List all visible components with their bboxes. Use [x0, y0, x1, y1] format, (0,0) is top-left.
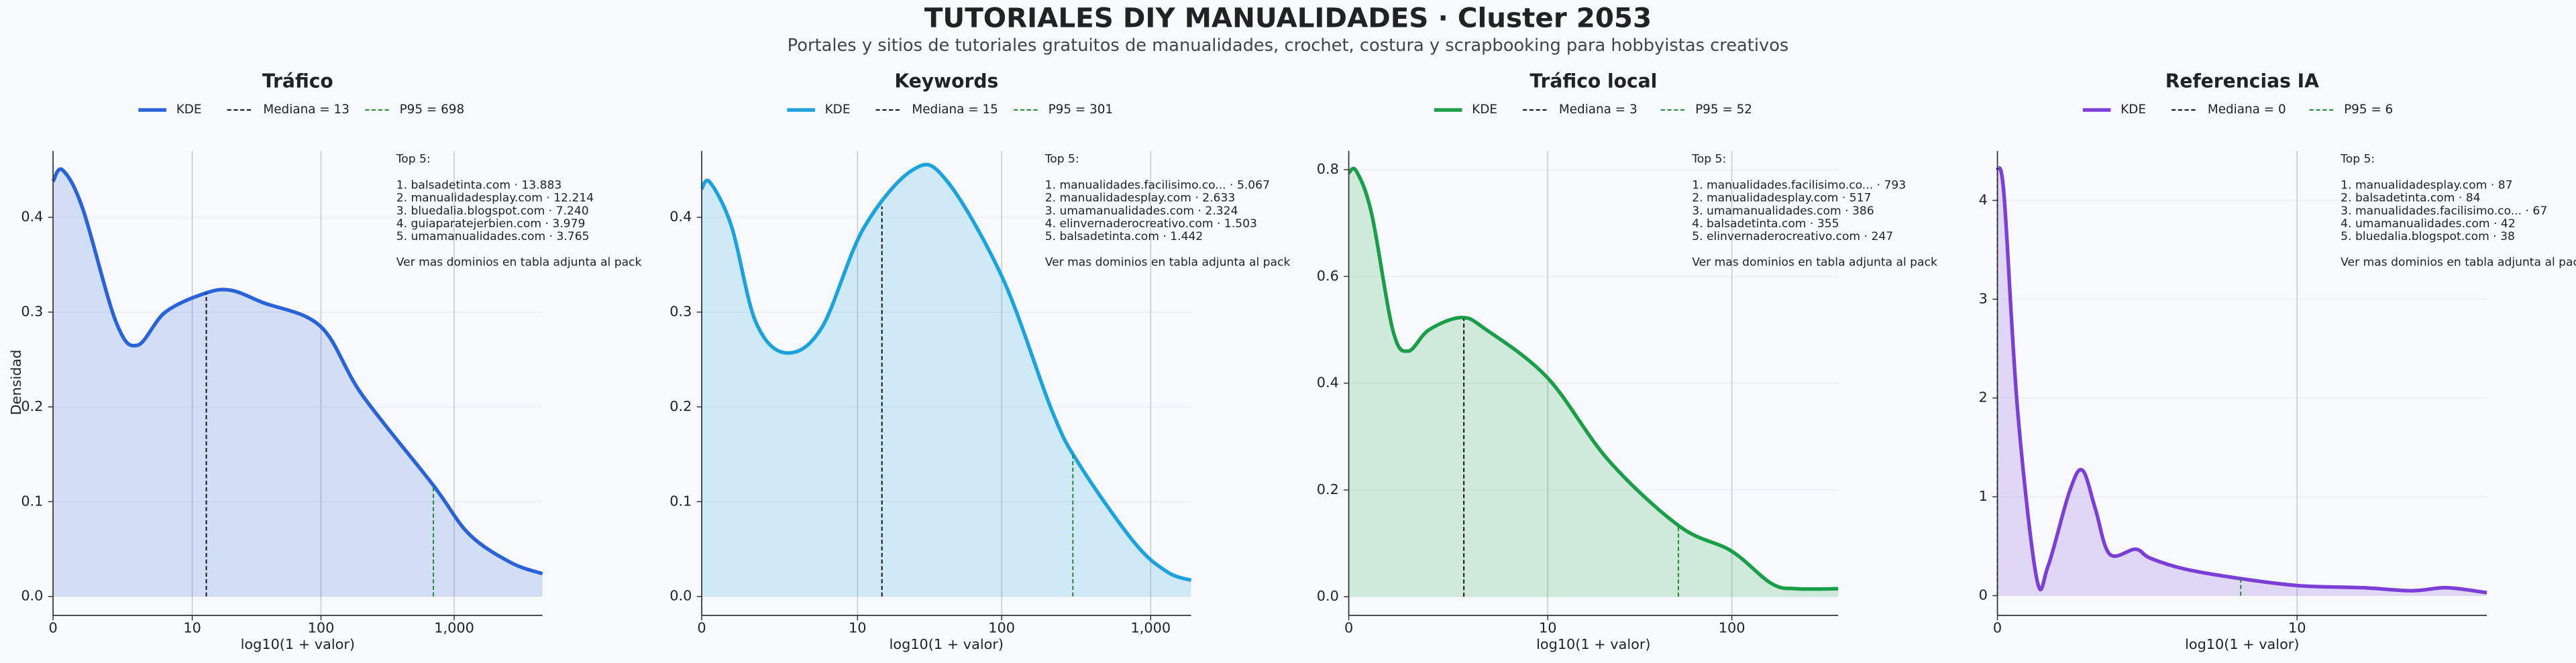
kde-line: [700, 162, 1192, 583]
top-item: 5. bluedalia.blogspot.com · 38: [2341, 230, 2515, 243]
figure-title: TUTORIALES DIY MANUALIDADES · Cluster 20…: [924, 2, 1652, 34]
top-note: Ver mas dominios en tabla adjunta al pac…: [396, 256, 642, 269]
y-tick-label: 0.2: [21, 398, 43, 414]
legend-kde-label: KDE: [2121, 103, 2146, 117]
x-tick-label: 1,000: [434, 620, 474, 636]
legend-median-label: Mediana = 15: [912, 103, 998, 117]
top-item: 2. manualidadesplay.com · 517: [1692, 192, 1871, 205]
x-tick-label: 10: [183, 620, 201, 636]
y-tick-label: 3: [1979, 290, 1988, 306]
kde-line: [1347, 166, 1839, 591]
x-tick-label: 10: [2288, 620, 2306, 636]
legend-p95-label: P95 = 6: [2344, 103, 2393, 117]
x-axis-label: log10(1 + valor): [2185, 636, 2299, 652]
top-title: Top 5:: [1691, 152, 1726, 166]
top-item: 1. manualidades.facilisimo.co... · 5.067: [1045, 179, 1270, 192]
top-item: 3. manualidades.facilisimo.co... · 67: [2341, 204, 2547, 218]
x-tick-label: 0: [697, 620, 706, 636]
x-tick-label: 0: [1344, 620, 1353, 636]
top-item: 1. manualidadesplay.com · 87: [2341, 179, 2512, 192]
x-tick-label: 10: [1539, 620, 1556, 636]
y-tick-label: 0.1: [21, 493, 43, 509]
legend-kde-label: KDE: [176, 103, 202, 117]
y-tick-label: 0.0: [1317, 588, 1339, 604]
legend-median-label: Mediana = 13: [263, 103, 349, 117]
top-title: Top 5:: [1044, 152, 1079, 166]
top-note: Ver mas dominios en tabla adjunta al pac…: [1692, 256, 1937, 269]
x-tick-label: 100: [308, 620, 335, 636]
y-tick-label: 1: [1979, 488, 1988, 504]
legend-median-label: Mediana = 3: [1559, 103, 1638, 117]
y-tick-label: 0.4: [669, 208, 692, 225]
y-tick-label: 0.4: [21, 208, 43, 225]
legend-p95-label: P95 = 301: [1049, 103, 1114, 117]
top-item: 2. manualidadesplay.com · 12.214: [396, 192, 594, 205]
x-tick-label: 1,000: [1131, 620, 1171, 636]
top-note: Ver mas dominios en tabla adjunta al pac…: [2341, 256, 2576, 269]
y-axis-label: Densidad: [8, 350, 24, 416]
top-item: 5. umamanualidades.com · 3.765: [396, 230, 590, 243]
y-tick-label: 2: [1979, 389, 1988, 406]
y-tick-label: 0.0: [21, 588, 43, 604]
top-item: 3. umamanualidades.com · 2.324: [1045, 204, 1238, 218]
y-tick-label: 0.8: [1317, 161, 1339, 177]
top-item: 5. balsadetinta.com · 1.442: [1045, 230, 1203, 243]
y-tick-label: 0: [1979, 587, 1988, 603]
top-title: Top 5:: [396, 152, 431, 166]
y-tick-label: 4: [1979, 192, 1988, 208]
legend-p95-label: P95 = 52: [1695, 103, 1752, 117]
top-item: 2. manualidadesplay.com · 2.633: [1045, 192, 1236, 205]
kde-line: [1995, 166, 2487, 595]
panel-title: Referencias IA: [2165, 70, 2319, 92]
legend-kde-label: KDE: [1472, 103, 1497, 117]
top-item: 3. bluedalia.blogspot.com · 7.240: [396, 204, 589, 218]
legend-kde-label: KDE: [825, 103, 851, 117]
panel-title: Tráfico: [262, 70, 333, 92]
kde-area: [1348, 168, 1839, 597]
kde-area: [702, 164, 1191, 597]
y-tick-label: 0.2: [669, 398, 692, 414]
kde-area: [53, 169, 543, 597]
x-tick-label: 0: [48, 620, 57, 636]
top-item: 4. umamanualidades.com · 42: [2341, 217, 2516, 231]
y-tick-label: 0.3: [21, 304, 43, 320]
kde-line: [51, 167, 543, 576]
top-item: 1. manualidades.facilisimo.co... · 793: [1692, 179, 1906, 192]
legend-median-label: Mediana = 0: [2208, 103, 2286, 117]
y-tick-label: 0.2: [1317, 481, 1339, 497]
x-tick-label: 100: [1719, 620, 1746, 636]
panel-title: Tráfico local: [1529, 70, 1657, 92]
x-axis-label: log10(1 + valor): [890, 636, 1004, 652]
top-item: 4. balsadetinta.com · 355: [1692, 217, 1839, 231]
y-tick-label: 0.6: [1317, 267, 1339, 284]
top-item: 4. elinvernaderocreativo.com · 1.503: [1045, 217, 1257, 231]
x-tick-label: 0: [1993, 620, 2002, 636]
x-tick-label: 10: [849, 620, 866, 636]
x-axis-label: log10(1 + valor): [241, 636, 355, 652]
top-item: 3. umamanualidades.com · 386: [1692, 204, 1874, 218]
x-axis-label: log10(1 + valor): [1536, 636, 1650, 652]
top-item: 1. balsadetinta.com · 13.883: [396, 179, 562, 192]
top-item: 4. guiaparatejerbien.com · 3.979: [396, 217, 586, 231]
y-tick-label: 0.4: [1317, 375, 1339, 391]
panel-title: Keywords: [894, 70, 998, 92]
y-tick-label: 0.0: [669, 588, 692, 604]
legend-p95-label: P95 = 698: [400, 103, 465, 117]
x-tick-label: 100: [988, 620, 1015, 636]
y-tick-label: 0.1: [669, 493, 692, 509]
y-tick-label: 0.3: [669, 304, 692, 320]
figure-subtitle: Portales y sitios de tutoriales gratuito…: [788, 36, 1789, 56]
top-item: 2. balsadetinta.com · 84: [2341, 192, 2480, 205]
top-item: 5. elinvernaderocreativo.com · 247: [1692, 230, 1893, 243]
top-title: Top 5:: [2340, 152, 2375, 166]
top-note: Ver mas dominios en tabla adjunta al pac…: [1045, 256, 1291, 269]
